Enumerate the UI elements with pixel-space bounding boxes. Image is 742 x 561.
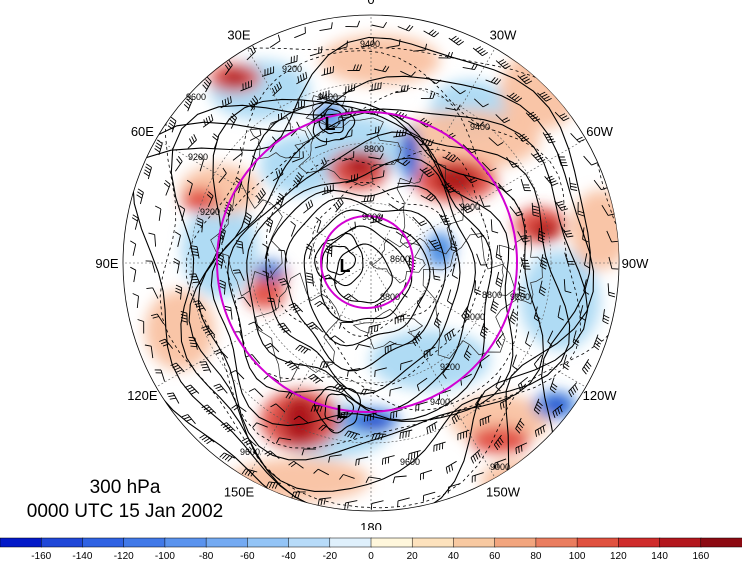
colorbar-box <box>535 537 578 548</box>
pressure-level-caption: 300 hPa <box>89 477 161 498</box>
colorbar-labels: -160 -140 -120 -100 -80 -60 -40 -20 0 20 40 60 80 100… <box>31 551 709 561</box>
contour-label: 9400 <box>470 122 490 132</box>
polar-map: 9400 9200 9600 9200 9400 9200 8800 9000 8800 8600… <box>95 0 649 530</box>
colorbar-box <box>453 537 496 548</box>
colorbar-tick-label: -40 <box>281 551 296 561</box>
colorbar-box <box>123 537 166 548</box>
colorbar-box <box>288 537 331 548</box>
longitude-label: 30E <box>227 27 250 42</box>
colorbar-box <box>411 537 455 548</box>
colorbar-tick-label: 160 <box>692 551 709 561</box>
contour-label: 9000 <box>490 462 510 472</box>
longitude-label: 150W <box>486 485 521 500</box>
contour-label: 9200 <box>282 64 302 74</box>
contour-label: 9600 <box>186 92 206 102</box>
colorbar-box <box>659 537 702 548</box>
colorbar-boxes <box>0 537 742 548</box>
contour-label: 9000 <box>362 212 382 222</box>
contour-label: 9200 <box>188 152 208 162</box>
colorbar-box <box>82 537 125 548</box>
contour-label: 9400 <box>430 397 450 407</box>
contour-label: 9200 <box>200 207 220 217</box>
colorbar-box <box>247 537 290 548</box>
contour-label: 9000 <box>465 312 485 322</box>
colorbar-box <box>0 537 42 548</box>
colorbar-box <box>618 537 661 548</box>
contour-label: 9600 <box>400 457 420 467</box>
colorbar-tick-label: -20 <box>323 551 338 561</box>
low-markers: L L L <box>325 114 351 422</box>
colorbar-tick-label: 140 <box>651 551 668 561</box>
longitude-label: 120E <box>127 388 158 403</box>
longitude-label: 90E <box>95 256 118 271</box>
colorbar-tick-label: -80 <box>199 551 214 561</box>
colorbar-tick-label: -140 <box>72 551 92 561</box>
wind-barbs <box>130 20 619 510</box>
colorbar-tick-label: 120 <box>610 551 627 561</box>
contour-label: 8800 <box>380 292 400 302</box>
colorbar-tick-label: 100 <box>569 551 586 561</box>
longitude-label: 120W <box>583 388 618 403</box>
contour-label: 8800 <box>364 144 384 154</box>
contour-label: 9000 <box>460 202 480 212</box>
contour-label: 9400 <box>360 39 380 49</box>
colorbar-tick-label: -160 <box>31 551 51 561</box>
magenta-circles <box>216 111 518 413</box>
low-pressure-marker: L <box>340 256 351 276</box>
colorbar-tick-label: 0 <box>368 551 374 561</box>
colorbar-box <box>164 537 207 548</box>
longitude-label: 90W <box>622 256 649 271</box>
longitude-labels: 0 30W 60W 90W 120W 150W 180 150E 120E 90E 60E 30E <box>95 0 649 530</box>
colorbar-box <box>576 537 620 548</box>
low-pressure-marker: L <box>325 114 336 134</box>
colorbar-tick-label: 80 <box>530 551 542 561</box>
longitude-label: 30W <box>490 27 517 42</box>
colorbar-box <box>494 537 537 548</box>
contour-label: 9400 <box>318 92 338 102</box>
longitude-label: 180 <box>360 520 382 530</box>
colorbar-box <box>205 537 249 548</box>
colorbar-box <box>700 537 742 548</box>
lat-lon-grid <box>123 15 619 511</box>
contour-label: 8600 <box>390 254 410 264</box>
colorbar-tick-label: 60 <box>489 551 501 561</box>
colorbar-tick-label: 20 <box>407 551 419 561</box>
colorbar-tick-label: 40 <box>448 551 460 561</box>
colorbar-tick-label: -100 <box>155 551 175 561</box>
colorbar-box <box>329 537 372 548</box>
contour-label: 8800 <box>482 290 502 300</box>
longitude-label: 60W <box>586 124 613 139</box>
colorbar-tick-label: -60 <box>240 551 255 561</box>
contour-label: 9200 <box>440 362 460 372</box>
contour-labels: 9400 9200 9600 9200 9400 9200 8800 9000 8800 8600… <box>186 39 530 472</box>
longitude-label: 0 <box>367 0 374 7</box>
height-contours <box>123 36 619 511</box>
contour-label: 9600 <box>240 447 260 457</box>
colorbar-box <box>370 537 413 548</box>
low-pressure-marker: L <box>337 402 348 422</box>
colorbar: -160 -140 -120 -100 -80 -60 -40 -20 0 20 40 60 80 100… <box>0 537 742 561</box>
contour-label: 9200 <box>510 292 530 302</box>
colorbar-box <box>40 537 84 548</box>
longitude-label: 150E <box>224 485 255 500</box>
time-caption: 0000 UTC 15 Jan 2002 <box>26 501 224 522</box>
longitude-label: 60E <box>131 124 154 139</box>
colorbar-tick-label: -120 <box>114 551 134 561</box>
